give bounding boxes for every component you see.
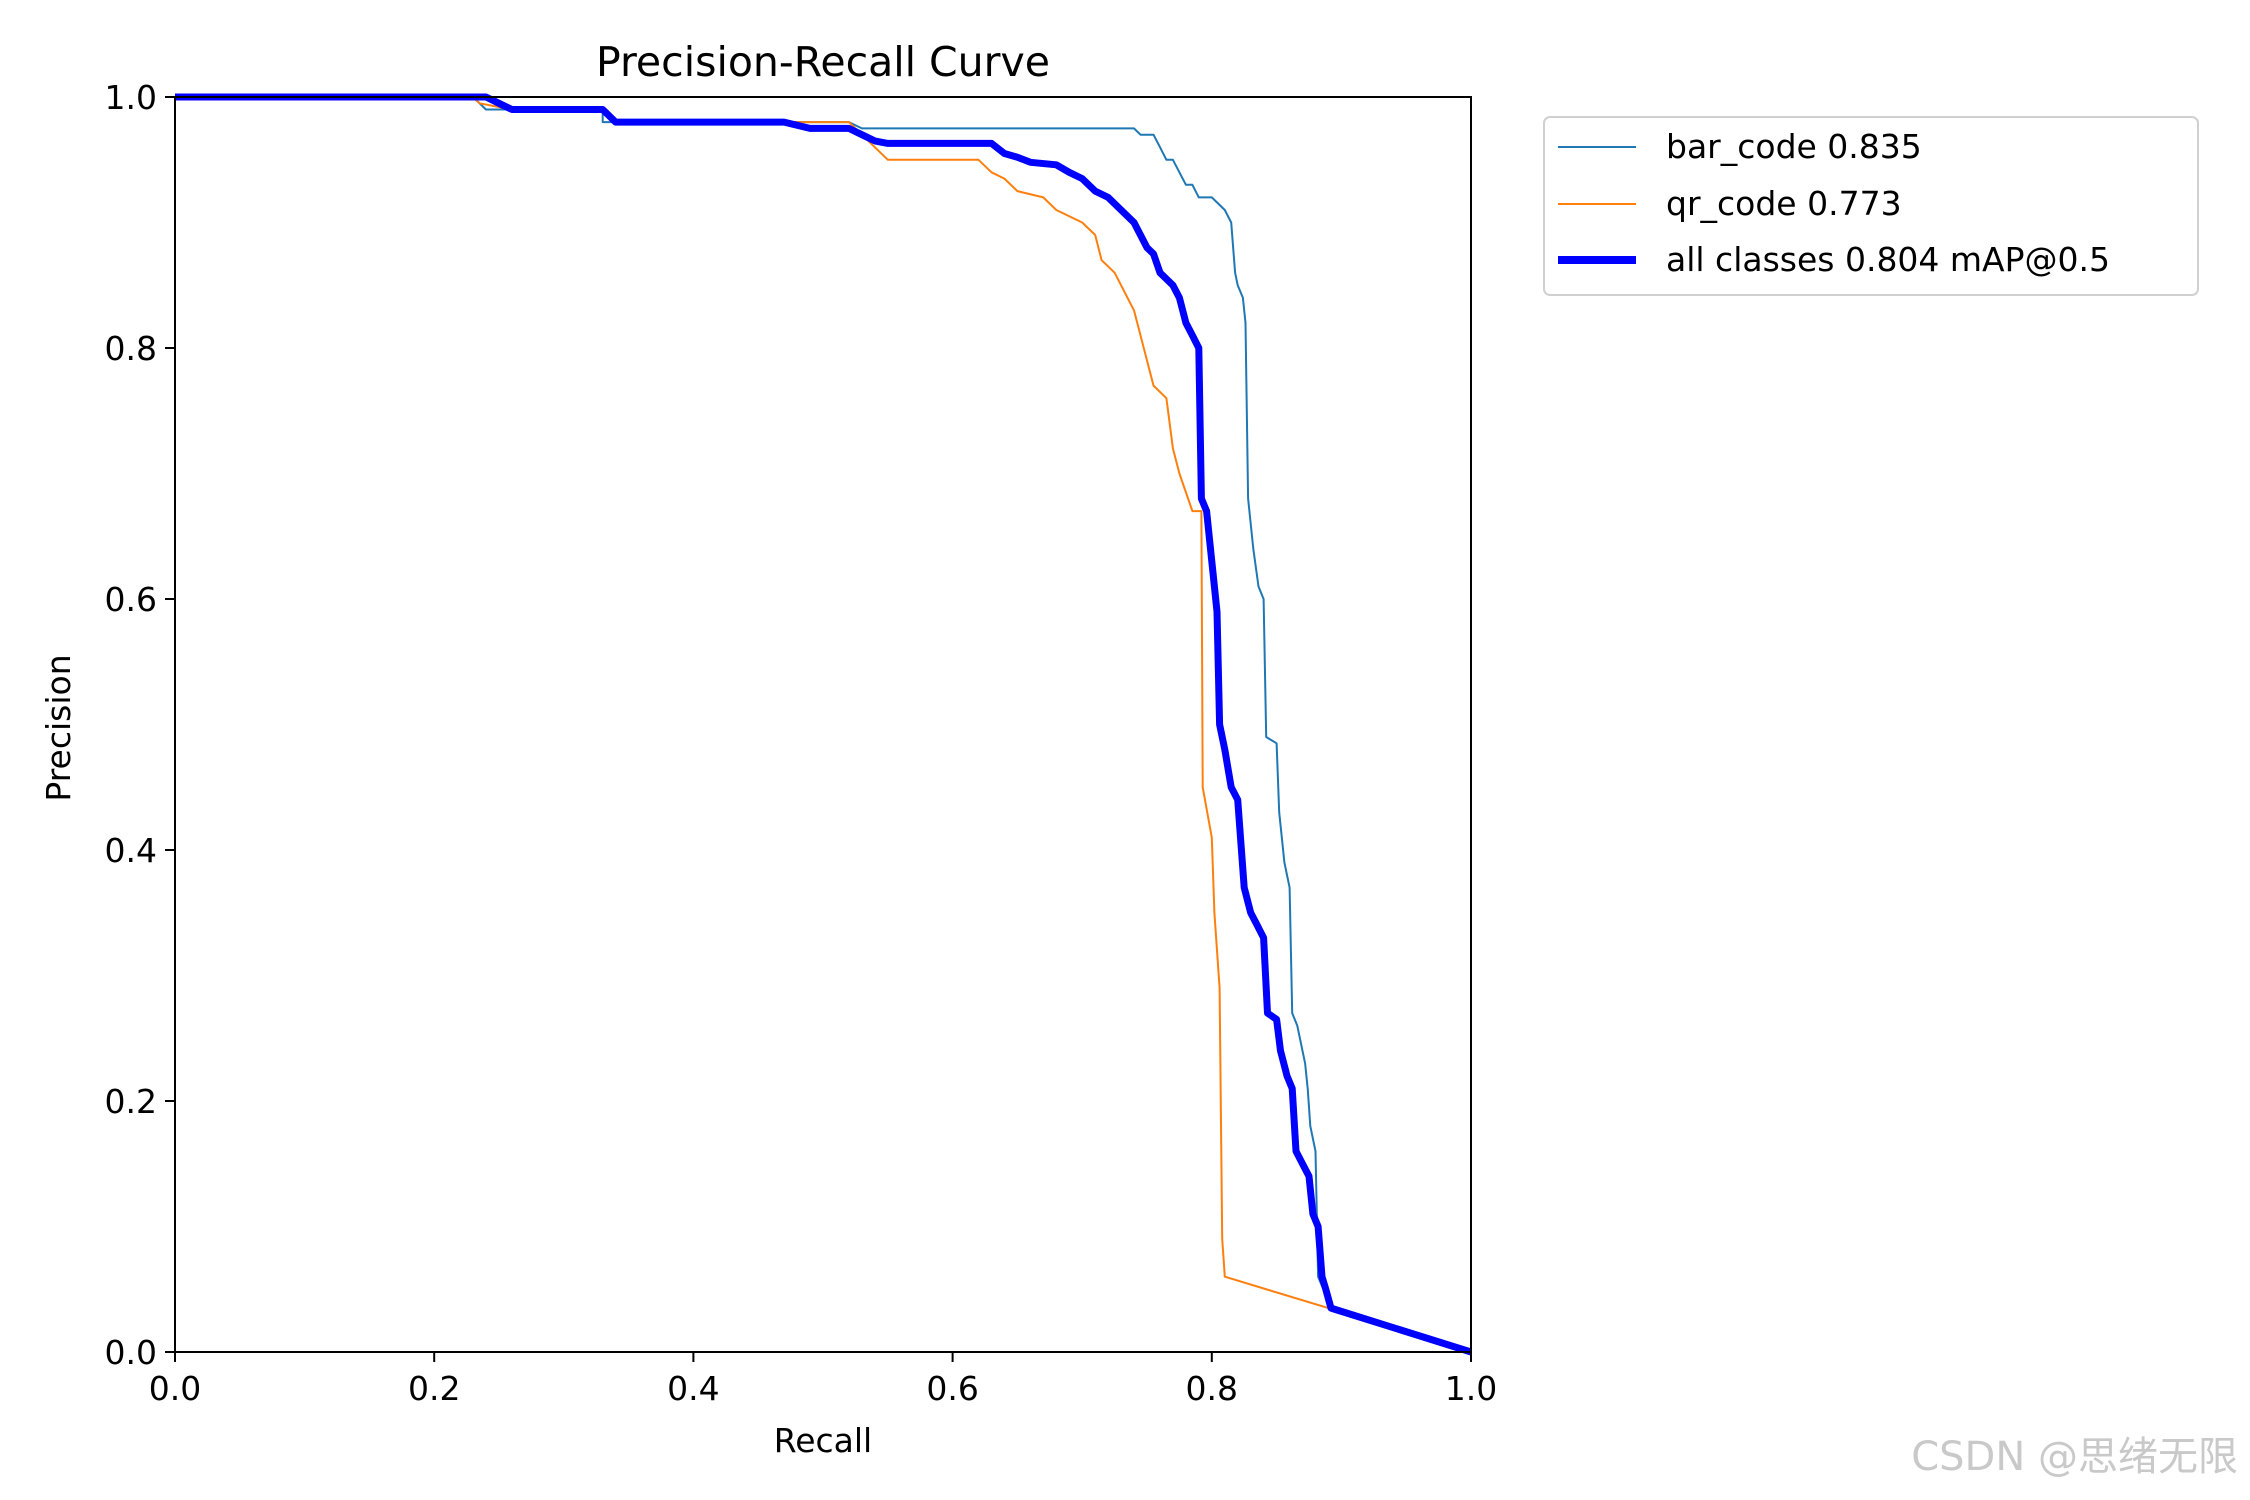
series-line-qr-code-0-773 bbox=[175, 96, 1472, 1353]
legend-label-all-classes: all classes 0.804 mAP@0.5 bbox=[1666, 240, 2110, 279]
x-tick-label: 0.8 bbox=[1186, 1369, 1238, 1408]
x-tick-label: 0.2 bbox=[408, 1369, 460, 1408]
y-axis-label: Precision bbox=[39, 654, 78, 801]
plot-frame bbox=[174, 96, 1472, 1353]
y-tick-label: 0.4 bbox=[105, 831, 157, 870]
y-axis: 0.0 0.2 0.4 0.6 0.8 1.0 bbox=[105, 78, 175, 1372]
y-tick-label: 0.6 bbox=[105, 580, 157, 619]
y-tick-label: 0.8 bbox=[105, 329, 157, 368]
x-axis-label: Recall bbox=[774, 1421, 872, 1460]
y-tick-label: 1.0 bbox=[105, 78, 157, 117]
x-tick-label: 0.6 bbox=[926, 1369, 978, 1408]
legend-label-qr-code: qr_code 0.773 bbox=[1666, 184, 1902, 223]
y-tick-label: 0.0 bbox=[105, 1333, 157, 1372]
legend-label-bar-code: bar_code 0.835 bbox=[1666, 127, 1922, 166]
x-tick-label: 1.0 bbox=[1445, 1369, 1497, 1408]
x-axis: 0.0 0.2 0.4 0.6 0.8 1.0 bbox=[149, 1352, 1497, 1408]
y-tick-label: 0.2 bbox=[105, 1082, 157, 1121]
legend: bar_code 0.835 qr_code 0.773 all classes… bbox=[1543, 116, 2199, 296]
watermark: CSDN @思绪无限 bbox=[1911, 1434, 2238, 1480]
series-layer bbox=[175, 93, 1473, 1356]
series-line-bar-code-0-835 bbox=[175, 96, 1472, 1353]
x-tick-label: 0.0 bbox=[149, 1369, 201, 1408]
legend-box bbox=[1543, 116, 2199, 296]
chart-title: Precision-Recall Curve bbox=[596, 38, 1050, 86]
series-line-all-classes-0-804-map-0-5 bbox=[175, 93, 1473, 1356]
x-tick-label: 0.4 bbox=[667, 1369, 719, 1408]
